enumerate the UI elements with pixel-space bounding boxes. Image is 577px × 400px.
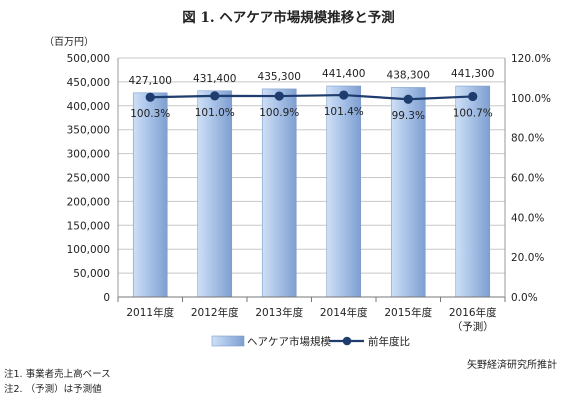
legend-line-label: 前年度比 bbox=[368, 335, 410, 348]
yoy-point bbox=[145, 92, 155, 102]
legend-bar-swatch bbox=[211, 335, 245, 347]
note-1: 注1. 事業者売上高ベース bbox=[4, 369, 111, 380]
y-right-tick-label: 20.0% bbox=[511, 252, 544, 264]
bar-value-label: 441,300 bbox=[451, 68, 494, 80]
bar bbox=[197, 90, 233, 298]
yoy-point bbox=[468, 91, 478, 102]
y-left-tick-label: 300,000 bbox=[67, 149, 110, 161]
yoy-value-label: 101.0% bbox=[195, 107, 235, 119]
legend-bar-label: ヘアケア市場規模 bbox=[247, 335, 331, 348]
source-credit: 矢野経済研究所推計 bbox=[467, 360, 557, 371]
x-tick-label: 2014年度 bbox=[320, 306, 368, 319]
x-tick-sublabel: （予測） bbox=[452, 320, 494, 333]
bar-value-label: 427,100 bbox=[129, 75, 172, 87]
y-left-tick-label: 100,000 bbox=[67, 244, 110, 256]
x-tick-label: 2016年度 bbox=[449, 306, 497, 319]
yoy-point bbox=[210, 91, 220, 101]
yoy-value-label: 100.3% bbox=[130, 108, 170, 120]
y-left-tick-label: 500,000 bbox=[67, 53, 110, 65]
y-left-tick-label: 0 bbox=[103, 292, 110, 304]
y-left-tick-label: 50,000 bbox=[73, 268, 110, 280]
y-right-tick-label: 60.0% bbox=[511, 173, 544, 185]
bar-value-label: 435,300 bbox=[258, 71, 301, 83]
yoy-value-label: 101.4% bbox=[324, 106, 364, 118]
x-tick-label: 2012年度 bbox=[191, 306, 239, 319]
x-tick-label: 2015年度 bbox=[384, 306, 432, 319]
y-right-tick-label: 80.0% bbox=[511, 133, 544, 145]
bar bbox=[326, 85, 362, 298]
y-left-tick-label: 150,000 bbox=[67, 220, 110, 232]
y-left-tick-label: 250,000 bbox=[67, 173, 110, 185]
x-tick-label: 2013年度 bbox=[255, 306, 303, 319]
yoy-value-label: 99.3% bbox=[392, 110, 425, 122]
bar bbox=[261, 88, 297, 298]
yoy-value-label: 100.9% bbox=[259, 107, 299, 119]
y-right-tick-label: 100.0% bbox=[511, 93, 551, 105]
note-2: 注2. （予測）は予測値 bbox=[4, 384, 102, 395]
bar-value-label: 441,400 bbox=[322, 68, 365, 80]
left-axis-unit-label: （百万円） bbox=[44, 37, 94, 48]
bar bbox=[455, 85, 491, 298]
bar-value-label: 438,300 bbox=[387, 69, 430, 81]
y-left-tick-label: 450,000 bbox=[67, 77, 110, 89]
x-tick-label: 2011年度 bbox=[126, 306, 174, 319]
yoy-point bbox=[403, 94, 413, 104]
yoy-value-label: 100.7% bbox=[453, 107, 493, 119]
y-left-tick-label: 400,000 bbox=[67, 101, 110, 113]
y-right-tick-label: 0.0% bbox=[511, 292, 538, 304]
bar-value-label: 431,400 bbox=[193, 73, 236, 85]
yoy-line bbox=[150, 93, 473, 101]
bar bbox=[390, 87, 426, 298]
yoy-point bbox=[274, 91, 284, 101]
y-right-tick-label: 40.0% bbox=[511, 212, 544, 224]
y-left-tick-label: 350,000 bbox=[67, 125, 110, 137]
chart-title: 図 1. ヘアケア市場規模推移と予測 bbox=[182, 10, 395, 26]
bar bbox=[132, 92, 168, 298]
legend-line-marker bbox=[342, 336, 352, 346]
y-right-tick-label: 120.0% bbox=[511, 53, 551, 65]
yoy-point bbox=[339, 90, 349, 100]
y-left-tick-label: 200,000 bbox=[67, 196, 110, 208]
